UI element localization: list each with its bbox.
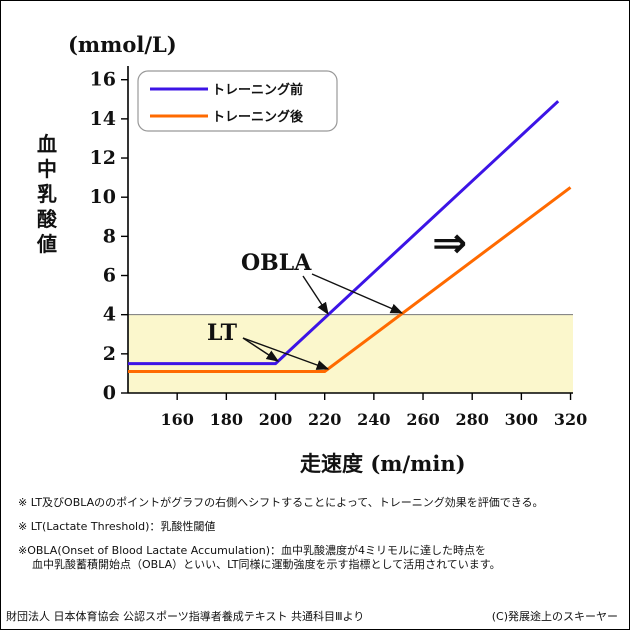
legend-label-before: トレーニング前 [212, 82, 303, 98]
note-obla: ※OBLA(Onset of Blood Lactate Accumulatio… [18, 544, 618, 572]
y-tick-label-0: 0 [103, 382, 116, 404]
y-tick-label-12: 12 [90, 147, 116, 169]
y-axis-label: 血中乳酸値 [37, 132, 57, 256]
lt-label: LT [207, 320, 238, 346]
note-shift: ※ LT及びOBLAののポイントがグラフの右側へシフトすることによって、トレーニ… [18, 496, 544, 509]
shift-arrow-icon: ⇒ [432, 218, 467, 267]
x-tick-label-220: 220 [308, 410, 341, 429]
legend: トレーニング前 トレーニング後 [137, 70, 338, 132]
x-tick-label-260: 260 [406, 410, 439, 429]
x-tick-label-160: 160 [160, 410, 193, 429]
source-credit: 財団法人 日本体育協会 公認スポーツ指導者養成テキスト 共通科目Ⅲより [6, 610, 365, 623]
y-tick-label-2: 2 [103, 343, 116, 365]
x-tick-label-200: 200 [259, 410, 292, 429]
x-axis-label-jp: 走速度 [300, 452, 363, 476]
y-tick-label-6: 6 [103, 265, 116, 287]
copyright: (C)発展途上のスキーヤー [491, 610, 618, 623]
x-tick-label-320: 320 [554, 410, 587, 429]
x-tick-label-300: 300 [505, 410, 538, 429]
obla-pointer-after [311, 273, 404, 314]
x-axis-unit: (m/min) [370, 451, 466, 476]
lt-pointer-after [242, 337, 330, 370]
x-axis-label: 走速度 (m/min) [300, 448, 466, 478]
lt-pointer-before [242, 337, 280, 362]
note-obla-line1: ※OBLA(Onset of Blood Lactate Accumulatio… [18, 544, 486, 557]
obla-label: OBLA [241, 250, 312, 276]
y-tick-label-14: 14 [90, 108, 116, 130]
y-tick-label-8: 8 [103, 225, 116, 247]
y-tick-label-10: 10 [90, 186, 116, 208]
x-tick-label-240: 240 [357, 410, 390, 429]
series-line-0 [128, 100, 560, 366]
note-lt: ※ LT(Lactate Threshold)：乳酸性閾値 [18, 520, 216, 533]
series-line-1 [128, 186, 572, 373]
legend-label-after: トレーニング後 [212, 109, 304, 125]
x-tick-label-180: 180 [210, 410, 243, 429]
x-tick-label-280: 280 [455, 410, 488, 429]
y-tick-label-4: 4 [103, 304, 116, 326]
y-tick-label-16: 16 [90, 69, 116, 91]
notes: ※ LT及びOBLAののポイントがグラフの右側へシフトすることによって、トレーニ… [18, 496, 618, 572]
note-obla-line2: 血中乳酸蓄積開始点（OBLA）といい、LT同様に運動強度を示す指標として活用され… [32, 558, 501, 571]
obla-pointer-before [302, 275, 329, 316]
y-unit-label: (mmol/L) [68, 32, 177, 57]
